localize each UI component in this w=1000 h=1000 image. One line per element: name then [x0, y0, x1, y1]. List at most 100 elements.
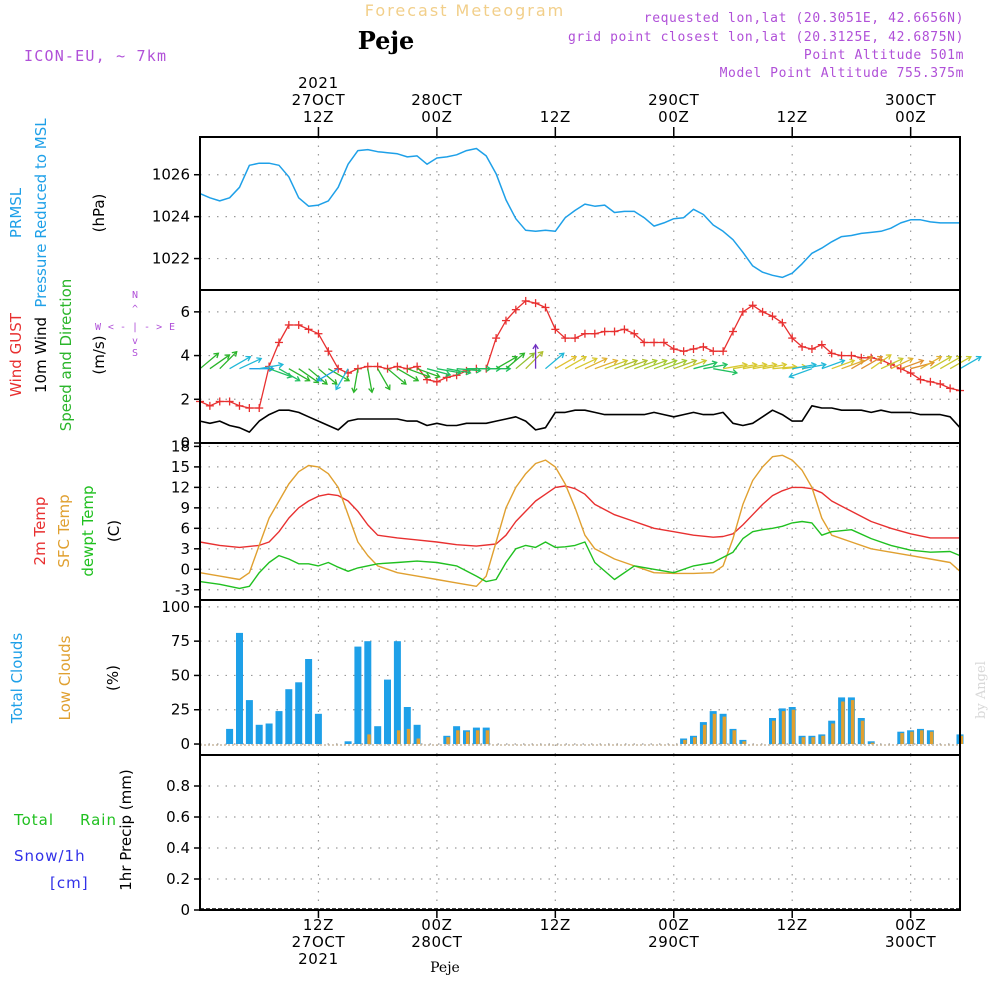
- wind-direction-arrow: [545, 352, 565, 370]
- bottom-time-label: 27OCT: [292, 933, 346, 951]
- wind-direction-arrow: [416, 368, 441, 379]
- low-cloud-bar: [959, 735, 963, 744]
- arrow-shaft: [209, 354, 230, 370]
- wind-direction-arrow: [634, 358, 658, 370]
- wind-direction-arrow: [426, 368, 452, 378]
- arrow-shaft: [900, 359, 924, 370]
- wind-direction-arrow: [407, 368, 431, 379]
- wind-direction-arrow: [594, 358, 619, 370]
- temp-ytick-label: 15: [171, 458, 190, 476]
- cloud-frame: [199, 599, 961, 756]
- arrow-shaft: [318, 368, 338, 385]
- total-cloud-bar: [867, 741, 875, 744]
- precip-ytick-label: 0.8: [166, 777, 190, 795]
- arrow-shaft: [841, 359, 865, 370]
- precip-ytick-label: 0.4: [166, 839, 190, 857]
- arrow-shaft: [683, 359, 707, 370]
- arrow-shaft: [604, 359, 628, 370]
- model-altitude: Model Point Altitude 755.375m: [720, 66, 964, 81]
- arrow-head: [368, 387, 375, 394]
- wind-gust-marker: [926, 377, 935, 386]
- arrow-head: [245, 355, 252, 362]
- low-cloud-bar: [693, 737, 697, 745]
- cloud-ytick-label: 50: [171, 666, 190, 684]
- arrow-head: [313, 377, 320, 384]
- cloud-axis-label: (%): [104, 665, 122, 691]
- wind-gust-marker: [235, 401, 244, 410]
- wind-gust-marker: [205, 401, 214, 410]
- wind-direction-arrow: [525, 350, 544, 370]
- wind-gust-line: [199, 300, 961, 409]
- gridpoint-coords: grid point closest lon,lat (20.3125E, 42…: [568, 30, 964, 45]
- arrow-shaft: [792, 363, 816, 370]
- wind-direction-arrow: [387, 368, 407, 385]
- wind-gust-marker: [669, 345, 678, 354]
- low-cloud-bar: [742, 741, 746, 744]
- wind-axis-label: (m/s): [90, 335, 108, 374]
- wind-gust-marker: [561, 334, 570, 343]
- arrow-shaft: [564, 356, 587, 370]
- wind-direction-arrow: [298, 368, 320, 384]
- low-cloud-bar: [811, 737, 815, 745]
- wind-gust-marker: [640, 338, 649, 347]
- arrow-head: [975, 355, 982, 362]
- wind-gust-marker: [837, 351, 846, 360]
- arrow-shaft: [525, 351, 544, 370]
- wind-direction-arrow: [259, 361, 285, 370]
- wind-direction-arrow: [564, 355, 588, 370]
- total-cloud-bar: [413, 724, 421, 744]
- wind-gust-marker: [679, 347, 688, 356]
- arrow-shaft: [801, 363, 826, 370]
- arrow-shaft: [634, 359, 658, 370]
- wind-gust-marker: [650, 338, 659, 347]
- wind-gust-marker: [620, 325, 629, 334]
- wind-speed-line: [199, 404, 961, 433]
- arrow-shaft: [673, 359, 697, 370]
- arrow-shaft: [545, 352, 565, 370]
- arrow-head: [885, 354, 892, 360]
- data-layer: [196, 147, 982, 910]
- wind-direction-arrow: [762, 361, 788, 370]
- arrow-shaft: [653, 359, 677, 370]
- wind-gust-marker: [571, 334, 580, 343]
- total-cloud-bar: [245, 700, 253, 744]
- arrow-head: [465, 369, 472, 376]
- low-cloud-bar: [466, 731, 470, 744]
- arrow-shaft: [789, 368, 813, 378]
- wind-gust-marker: [827, 349, 836, 358]
- temp-ytick-label: 3: [180, 540, 190, 558]
- arrow-head: [839, 358, 846, 365]
- wind-gust-marker: [225, 397, 234, 406]
- arrow-shaft: [387, 368, 407, 385]
- wind-gust-marker: [501, 316, 510, 325]
- wind-gust-marker: [778, 318, 787, 327]
- low-cloud-bar: [850, 700, 855, 744]
- arrow-head: [532, 343, 539, 350]
- total-cloud-bar: [393, 641, 401, 745]
- arrow-shaft: [259, 363, 283, 370]
- arrow-head: [537, 350, 544, 357]
- wind-direction-arrow: [554, 355, 578, 370]
- total-cloud-bar: [384, 679, 391, 745]
- wind-direction-arrow: [683, 358, 708, 370]
- wind-direction-arrow: [653, 358, 678, 370]
- arrow-head: [661, 358, 668, 365]
- low-cloud-bar: [683, 739, 687, 744]
- low-cloud-bar: [781, 711, 786, 744]
- wind-direction-arrow: [788, 368, 813, 379]
- temp-ytick-label: 18: [171, 437, 190, 455]
- wind-direction-arrow: [397, 368, 420, 382]
- bottom-time-label: 12Z: [540, 916, 571, 934]
- wind-gust-marker: [274, 338, 283, 347]
- arrow-shaft: [574, 357, 598, 370]
- wind-direction-arrow: [199, 352, 220, 370]
- top-time-label: 00Z: [658, 108, 689, 126]
- arrow-head: [897, 357, 904, 364]
- precip-snow-label: Snow/1h: [14, 847, 86, 865]
- compass-vertical-bottom: v: [132, 336, 138, 347]
- temp-sfc-line: [199, 454, 961, 587]
- arrow-head: [701, 358, 708, 365]
- low-cloud-bar: [831, 723, 835, 745]
- temp-axis-label: dewpt Temp: [79, 485, 97, 576]
- bottom-time-label: 00Z: [895, 916, 926, 934]
